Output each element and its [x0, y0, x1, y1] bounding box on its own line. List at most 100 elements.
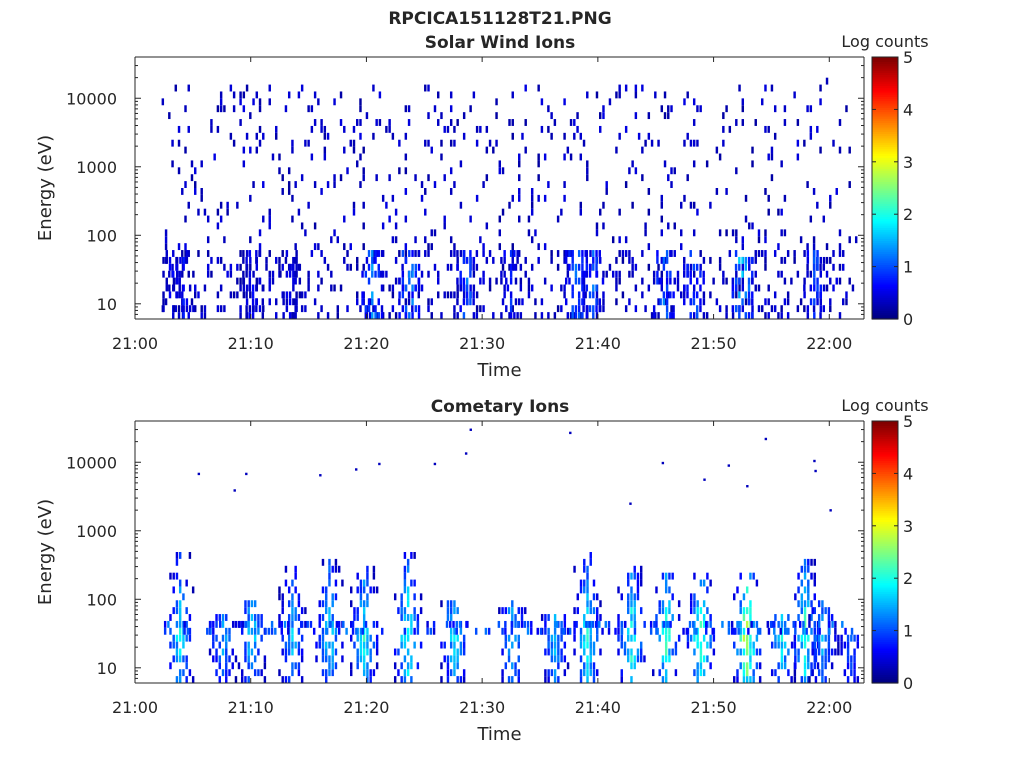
spectrogram-cell: [774, 614, 777, 621]
spectrogram-cell: [258, 229, 262, 237]
spectrogram-cell: [627, 627, 630, 635]
spectrogram-cell: [169, 614, 172, 621]
spectrogram-cell: [359, 648, 363, 656]
spectrogram-cell: [456, 263, 459, 271]
spectrogram-cell: [816, 201, 819, 209]
spectrogram-cell: [803, 277, 806, 285]
spectrogram-cell: [455, 627, 458, 635]
spectrogram-cell: [739, 634, 742, 642]
spectrogram-cell: [197, 250, 200, 257]
spectrogram-cell: [400, 600, 403, 608]
x-tick-label: 21:40: [575, 698, 621, 717]
spectrogram-cell: [492, 312, 495, 319]
spectrogram-cell: [366, 676, 369, 683]
spectrogram-cell: [702, 579, 706, 587]
spectrogram-cell: [571, 312, 574, 319]
spectrogram-cell: [728, 125, 732, 133]
spectrogram-cell: [226, 201, 229, 209]
colorbar-segment: [872, 155, 898, 159]
spectrogram-cell: [660, 194, 664, 202]
colorbar-segment: [872, 453, 898, 457]
spectrogram-cell: [343, 243, 346, 251]
spectrogram-cell: [735, 119, 738, 126]
spectrogram-cell: [231, 648, 234, 656]
spectrogram-cell: [550, 641, 554, 649]
spectrogram-cell: [321, 586, 325, 594]
spectrogram-cell: [185, 676, 188, 683]
spectrogram-cell: [297, 614, 301, 621]
spectrogram-cell: [366, 669, 369, 677]
spectrogram-cell: [822, 284, 826, 292]
spectrogram-cell: [709, 201, 712, 209]
spectrogram-cell: [630, 655, 633, 663]
spectrogram-cell: [375, 648, 379, 656]
spectrogram-cell: [602, 201, 605, 209]
colorbar-segment: [872, 281, 898, 285]
spectrogram-cell: [624, 84, 628, 92]
spectrogram-cell: [260, 614, 263, 621]
spectrogram-cell: [574, 312, 578, 319]
spectrogram-cell: [602, 298, 605, 306]
spectrogram-cell: [333, 181, 336, 188]
spectrogram-cell: [177, 125, 181, 133]
spectrogram-cell: [287, 620, 290, 628]
spectrogram-cell: [744, 263, 748, 271]
spectrogram-cell: [592, 579, 596, 587]
spectrogram-cell: [429, 627, 433, 635]
x-tick-label: 21:00: [112, 698, 158, 717]
spectrogram-cell: [294, 565, 297, 573]
spectrogram-cell: [353, 641, 356, 649]
spectrogram-cell: [761, 98, 764, 106]
spectrogram-cell: [446, 291, 450, 299]
spectrogram-cell: [228, 655, 231, 663]
spectrogram-cell: [686, 284, 689, 292]
spectrogram-cell: [537, 194, 540, 202]
spectrogram-cell: [780, 662, 784, 670]
spectrogram-cell: [190, 174, 194, 182]
spectrogram-cell: [556, 215, 560, 223]
spectrogram-cell: [343, 125, 346, 133]
spectrogram-cell: [295, 298, 298, 306]
spectrogram-cell: [294, 277, 297, 285]
spectrogram-cell: [432, 620, 436, 628]
spectrogram-cell: [325, 620, 328, 628]
colorbar-segment: [872, 161, 898, 165]
colorbar-segment: [872, 57, 898, 60]
spectrogram-cell: [803, 641, 807, 649]
colorbar-segment: [872, 532, 898, 536]
spectrogram-cell: [242, 284, 246, 292]
colorbar-segment: [872, 595, 898, 599]
spectrogram-cell: [188, 669, 192, 677]
spectrogram-cell: [268, 250, 271, 257]
spectrogram-cell: [731, 284, 735, 292]
spectrogram-cell: [356, 119, 359, 126]
spectrogram-cell: [278, 614, 281, 621]
colorbar-segment: [872, 661, 898, 664]
spectrogram-cell: [840, 648, 843, 656]
spectrogram-cell: [518, 188, 521, 195]
spectrogram-cell: [280, 620, 284, 628]
colorbar-segment: [872, 438, 898, 442]
spectrogram-cell: [837, 641, 840, 649]
spectrogram-cell: [699, 641, 703, 649]
colorbar-segment: [872, 495, 898, 499]
spectrogram-cell: [577, 312, 581, 319]
colorbar-label: Log counts: [841, 32, 928, 51]
spectrogram-cell: [751, 270, 754, 278]
spectrogram-cell: [756, 627, 760, 635]
spectrogram-cell: [599, 648, 602, 656]
spectrogram-cell: [255, 256, 258, 264]
spectrogram-cell: [739, 600, 742, 608]
spectrogram-cell: [547, 641, 550, 649]
spectrogram-cell: [825, 284, 829, 292]
spectrogram-cell: [581, 312, 584, 319]
spectrogram-cell: [339, 91, 343, 99]
spectrogram-cell: [649, 627, 653, 635]
spectrogram-cell: [748, 263, 751, 271]
colorbar-segment: [872, 434, 898, 437]
spectrogram-cell: [573, 627, 576, 635]
spectrogram-cell: [469, 291, 472, 299]
spectrogram-cell: [803, 558, 807, 566]
spectrogram-cell: [829, 277, 832, 285]
spectrogram-cell: [388, 125, 391, 133]
